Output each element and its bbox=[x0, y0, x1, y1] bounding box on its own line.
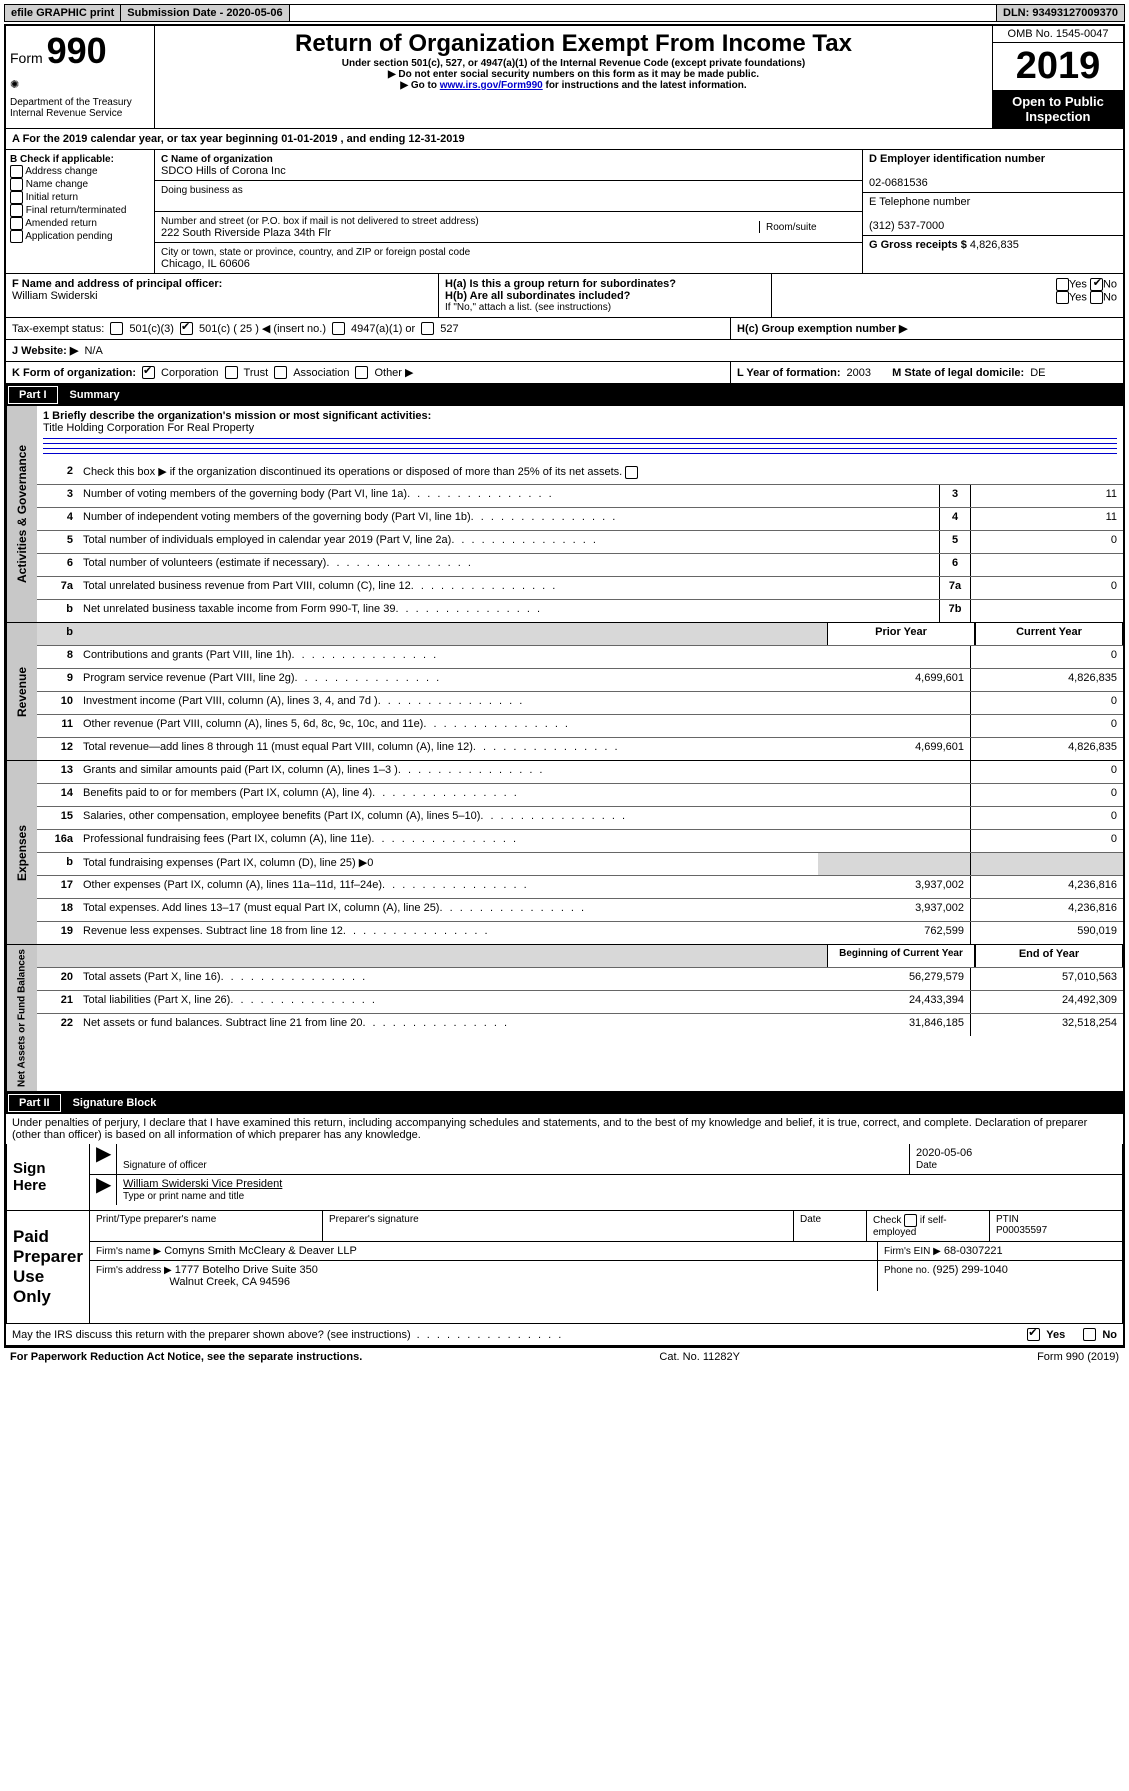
line-l-m: L Year of formation: 2003 M State of leg… bbox=[731, 362, 1123, 383]
vert-governance: Activities & Governance bbox=[6, 406, 37, 622]
paid-preparer-label: Paid Preparer Use Only bbox=[7, 1211, 90, 1323]
box-c: C Name of organizationSDCO Hills of Coro… bbox=[155, 150, 863, 273]
perjury-statement: Under penalties of perjury, I declare th… bbox=[6, 1114, 1123, 1144]
submission-date: Submission Date - 2020-05-06 bbox=[121, 5, 289, 21]
box-f: F Name and address of principal officer:… bbox=[6, 274, 439, 317]
website-line: J Website: ▶ N/A bbox=[6, 340, 1123, 362]
form-title-block: Return of Organization Exempt From Incom… bbox=[155, 26, 992, 128]
irs-link[interactable]: www.irs.gov/Form990 bbox=[440, 80, 543, 91]
dln: DLN: 93493127009370 bbox=[997, 5, 1124, 21]
line-k: K Form of organization: Corporation Trus… bbox=[6, 362, 731, 383]
vert-expenses: Expenses bbox=[6, 761, 37, 944]
box-h-answers: Yes No Yes No bbox=[772, 274, 1123, 317]
box-h: H(a) Is this a group return for subordin… bbox=[439, 274, 772, 317]
tax-exempt-status: Tax-exempt status: 501(c)(3) 501(c) ( 25… bbox=[6, 318, 731, 339]
box-d-e-g: D Employer identification number02-06815… bbox=[863, 150, 1123, 273]
part1-header: Part I Summary bbox=[6, 384, 1123, 406]
box-b: B Check if applicable: Address change Na… bbox=[6, 150, 155, 273]
mission-text: Title Holding Corporation For Real Prope… bbox=[43, 422, 254, 434]
tax-year-line: A For the 2019 calendar year, or tax yea… bbox=[6, 129, 1123, 150]
year-block: OMB No. 1545-0047 2019 Open to Public In… bbox=[992, 26, 1123, 128]
hc-line: H(c) Group exemption number ▶ bbox=[731, 318, 1123, 339]
part2-header: Part II Signature Block bbox=[6, 1092, 1123, 1114]
sign-here-label: Sign Here bbox=[7, 1144, 90, 1210]
efile-link[interactable]: efile GRAPHIC print bbox=[5, 5, 121, 21]
form-id-block: Form 990 ✺ Department of the Treasury In… bbox=[6, 26, 155, 128]
vert-net-assets: Net Assets or Fund Balances bbox=[6, 945, 37, 1091]
vert-revenue: Revenue bbox=[6, 623, 37, 760]
footer: For Paperwork Reduction Act Notice, see … bbox=[4, 1347, 1125, 1366]
top-bar: efile GRAPHIC print Submission Date - 20… bbox=[4, 4, 1125, 22]
discuss-row: May the IRS discuss this return with the… bbox=[6, 1324, 1123, 1345]
